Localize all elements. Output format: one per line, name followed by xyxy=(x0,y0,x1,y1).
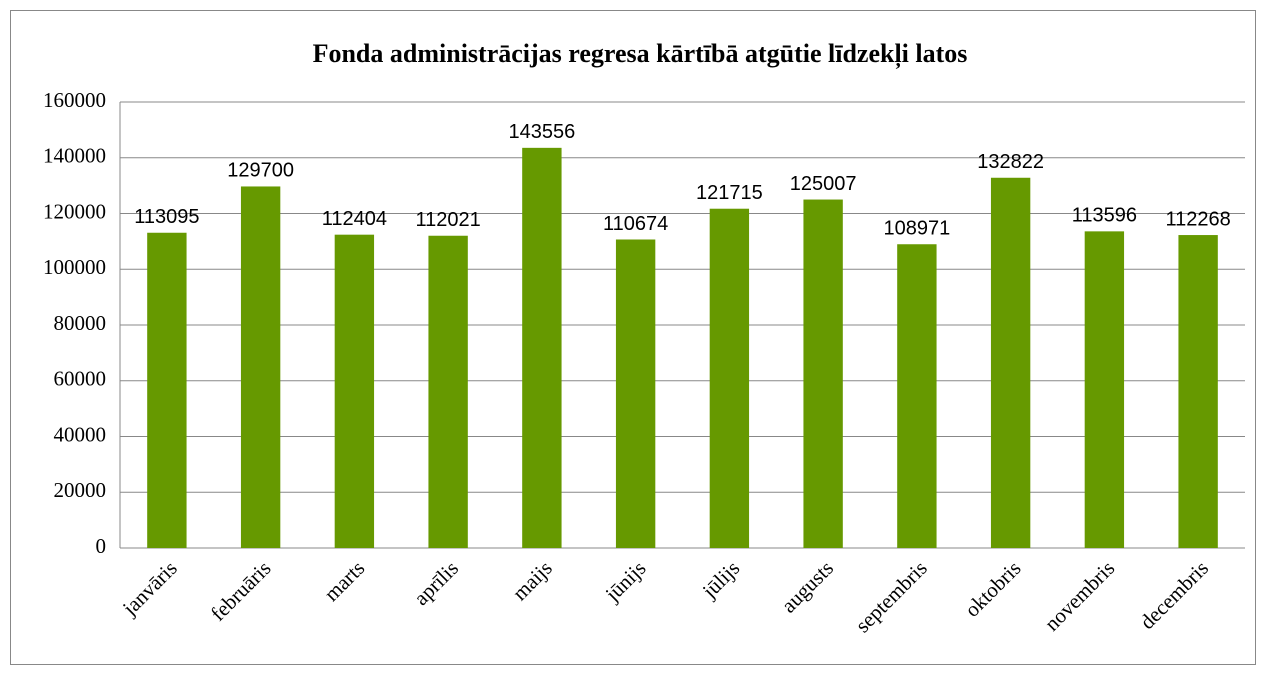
data-label: 132822 xyxy=(977,151,1044,173)
bar xyxy=(897,244,937,548)
bar xyxy=(1178,235,1218,548)
bar xyxy=(803,199,843,549)
bar xyxy=(522,147,562,548)
data-label: 112268 xyxy=(1165,208,1230,230)
data-label: 125007 xyxy=(790,173,857,195)
data-label: 143556 xyxy=(509,121,576,143)
y-tick-label: 80000 xyxy=(54,311,107,335)
bar xyxy=(709,208,750,549)
y-tick-label: 100000 xyxy=(43,255,106,279)
bar xyxy=(990,177,1031,549)
bar xyxy=(334,234,375,549)
data-label: 113095 xyxy=(134,206,199,228)
y-tick-label: 60000 xyxy=(54,367,107,391)
data-label: 112021 xyxy=(415,209,480,231)
data-label: 112404 xyxy=(322,208,387,230)
bar xyxy=(147,232,187,548)
data-label: 113596 xyxy=(1072,205,1137,227)
bar xyxy=(615,239,656,549)
y-tick-label: 120000 xyxy=(43,199,106,223)
y-tick-label: 160000 xyxy=(43,88,106,112)
bar xyxy=(1084,231,1125,549)
y-tick-label: 20000 xyxy=(54,478,107,502)
data-label: 108971 xyxy=(884,218,951,240)
y-tick-label: 140000 xyxy=(43,144,106,168)
bar xyxy=(428,235,468,548)
bar xyxy=(240,186,281,548)
y-tick-label: 0 xyxy=(96,534,107,558)
data-label: 129700 xyxy=(227,160,294,182)
y-tick-label: 40000 xyxy=(54,422,107,446)
data-label: 110674 xyxy=(603,213,668,235)
data-label: 121715 xyxy=(696,182,763,204)
chart-title: Fonda administrācijas regresa kārtībā at… xyxy=(313,39,968,69)
